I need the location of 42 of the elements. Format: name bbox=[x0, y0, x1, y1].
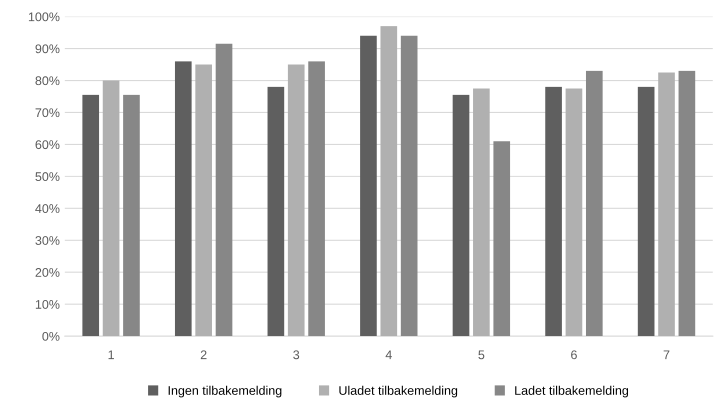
x-tick-label: 5 bbox=[478, 350, 484, 360]
bar bbox=[195, 64, 212, 336]
y-tick-label: 0% bbox=[42, 332, 60, 341]
y-tick-label: 10% bbox=[36, 300, 60, 309]
bar bbox=[545, 86, 562, 336]
bar bbox=[658, 72, 675, 336]
x-tick-label: 3 bbox=[293, 350, 300, 360]
y-tick-label: 100% bbox=[28, 12, 60, 22]
bar bbox=[268, 86, 284, 336]
bar bbox=[123, 94, 140, 336]
y-tick-label: 90% bbox=[36, 44, 60, 54]
bar bbox=[174, 61, 192, 336]
y-tick-label: 70% bbox=[36, 108, 60, 118]
bar bbox=[493, 141, 510, 336]
bar bbox=[638, 86, 654, 336]
y-tick-label: 50% bbox=[35, 172, 60, 182]
bar bbox=[360, 36, 377, 336]
bar bbox=[678, 70, 696, 336]
bar bbox=[586, 70, 603, 336]
x-tick-label: 2 bbox=[200, 350, 207, 360]
bar bbox=[288, 64, 305, 336]
x-tick-label: 7 bbox=[664, 350, 670, 360]
y-tick-label: 40% bbox=[35, 204, 60, 213]
bar bbox=[380, 26, 398, 336]
y-tick-label: 60% bbox=[36, 140, 60, 150]
x-tick-label: 1 bbox=[108, 350, 114, 360]
x-tick-label: 6 bbox=[571, 350, 577, 360]
legend-label: Uladet tilbakemelding bbox=[339, 386, 458, 398]
bar bbox=[400, 36, 418, 336]
y-tick-label: 30% bbox=[35, 236, 60, 245]
bar bbox=[82, 94, 100, 336]
bar bbox=[216, 44, 232, 336]
bar bbox=[473, 88, 490, 336]
y-tick-label: 20% bbox=[36, 268, 60, 277]
legend-label: Ladet tilbakemelding bbox=[515, 386, 628, 398]
legend-label: Ingen tilbakemelding bbox=[168, 386, 282, 398]
bar bbox=[308, 61, 325, 336]
bar bbox=[452, 94, 470, 336]
bar bbox=[102, 80, 120, 336]
x-tick-label: 4 bbox=[386, 350, 392, 360]
bar bbox=[566, 88, 582, 336]
y-tick-label: 80% bbox=[35, 76, 60, 86]
